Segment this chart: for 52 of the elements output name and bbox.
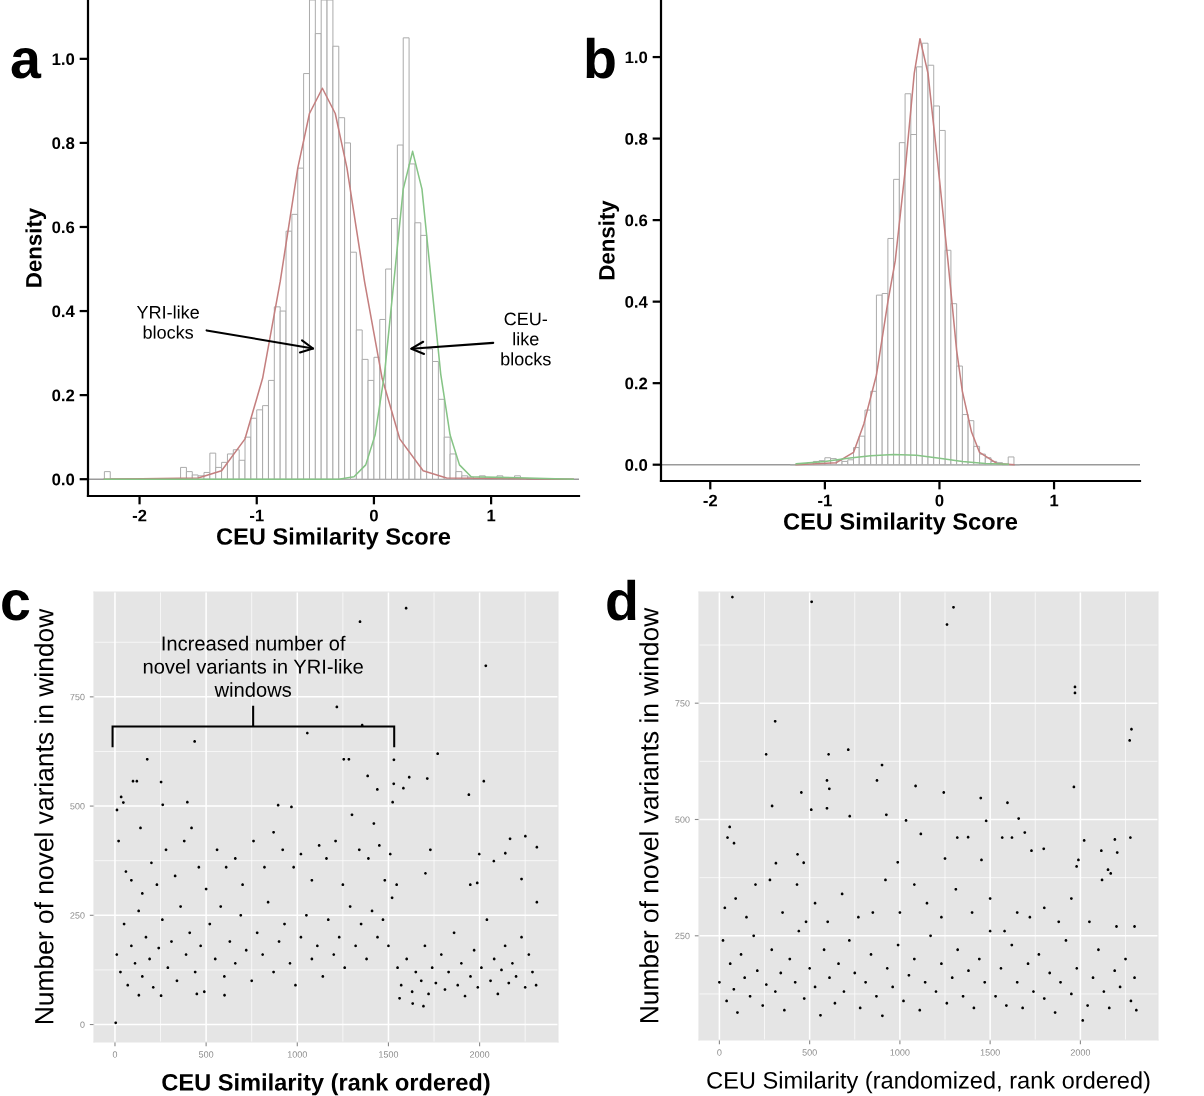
x-axis-title: CEU Similarity Score [217, 527, 451, 550]
text: b [586, 37, 615, 79]
x-tick-label: -1 [818, 494, 832, 507]
x-tick-label: 1000 [890, 1049, 910, 1056]
y-tick-label: 0.0 [52, 473, 75, 486]
y-tick-label: 0.2 [52, 389, 75, 402]
y-tick-label: 0.4 [52, 305, 75, 318]
text: a [11, 48, 42, 79]
x-tick-label: 1 [487, 509, 496, 522]
x-tick-label: 2000 [470, 1051, 490, 1058]
x-tick-label: -2 [132, 509, 147, 522]
y-tick-label: 1.0 [52, 53, 75, 66]
x-axis-title: CEU Similarity Score [784, 512, 1018, 535]
y-tick-label: 1.0 [625, 51, 648, 64]
chart-title: d [607, 579, 636, 621]
x-tick-label: 2000 [1070, 1049, 1091, 1056]
x-tick-label: 1500 [379, 1051, 399, 1058]
x-tick-label: 0 [112, 1051, 118, 1058]
x-tick-label: 500 [198, 1051, 214, 1058]
annotation: YRI-like blocks [136, 305, 199, 339]
y-axis-title: Number of novel variants in window [34, 608, 54, 1024]
y-tick-label: 0.0 [625, 459, 648, 471]
y-axis-title: Number of novel variants in window [639, 607, 659, 1023]
annotation: CEU- like blocks [501, 312, 551, 366]
x-axis-title: CEU Similarity (randomized, rank ordered) [707, 1071, 1150, 1094]
y-axis-title: Density [598, 200, 620, 280]
x-tick-label: -1 [249, 509, 264, 522]
chart-title: c [2, 590, 30, 621]
x-tick-label: 1000 [287, 1051, 307, 1058]
y-tick-label: 0.4 [625, 296, 648, 308]
y-tick-label: 750 [70, 693, 85, 701]
y-tick-label: 0.8 [625, 132, 648, 145]
y-axis-title: Density [25, 207, 47, 287]
y-tick-label: 0.2 [625, 377, 648, 390]
x-tick-label: -2 [703, 494, 718, 507]
x-tick-label: 0 [717, 1049, 722, 1056]
y-tick-label: 250 [675, 932, 690, 940]
y-tick-label: 250 [70, 912, 85, 919]
y-tick-label: 0.6 [52, 221, 75, 234]
x-tick-label: 1 [1050, 494, 1059, 507]
y-tick-label: 0.6 [625, 214, 648, 227]
annotation: Increased number of novel variants in YRI-like windows [143, 635, 363, 697]
y-tick-label: 0.8 [52, 137, 75, 150]
x-axis-title: CEU Similarity (rank ordered) [162, 1073, 490, 1096]
y-tick-label: 500 [70, 803, 85, 810]
x-tick-label: 1500 [980, 1049, 1000, 1056]
y-tick-label: 750 [675, 700, 690, 707]
x-tick-label: 0 [369, 509, 378, 522]
y-tick-label: 0 [80, 1021, 85, 1028]
x-tick-label: 0 [935, 494, 944, 507]
y-tick-label: 500 [675, 816, 690, 823]
x-tick-label: 500 [802, 1049, 817, 1056]
